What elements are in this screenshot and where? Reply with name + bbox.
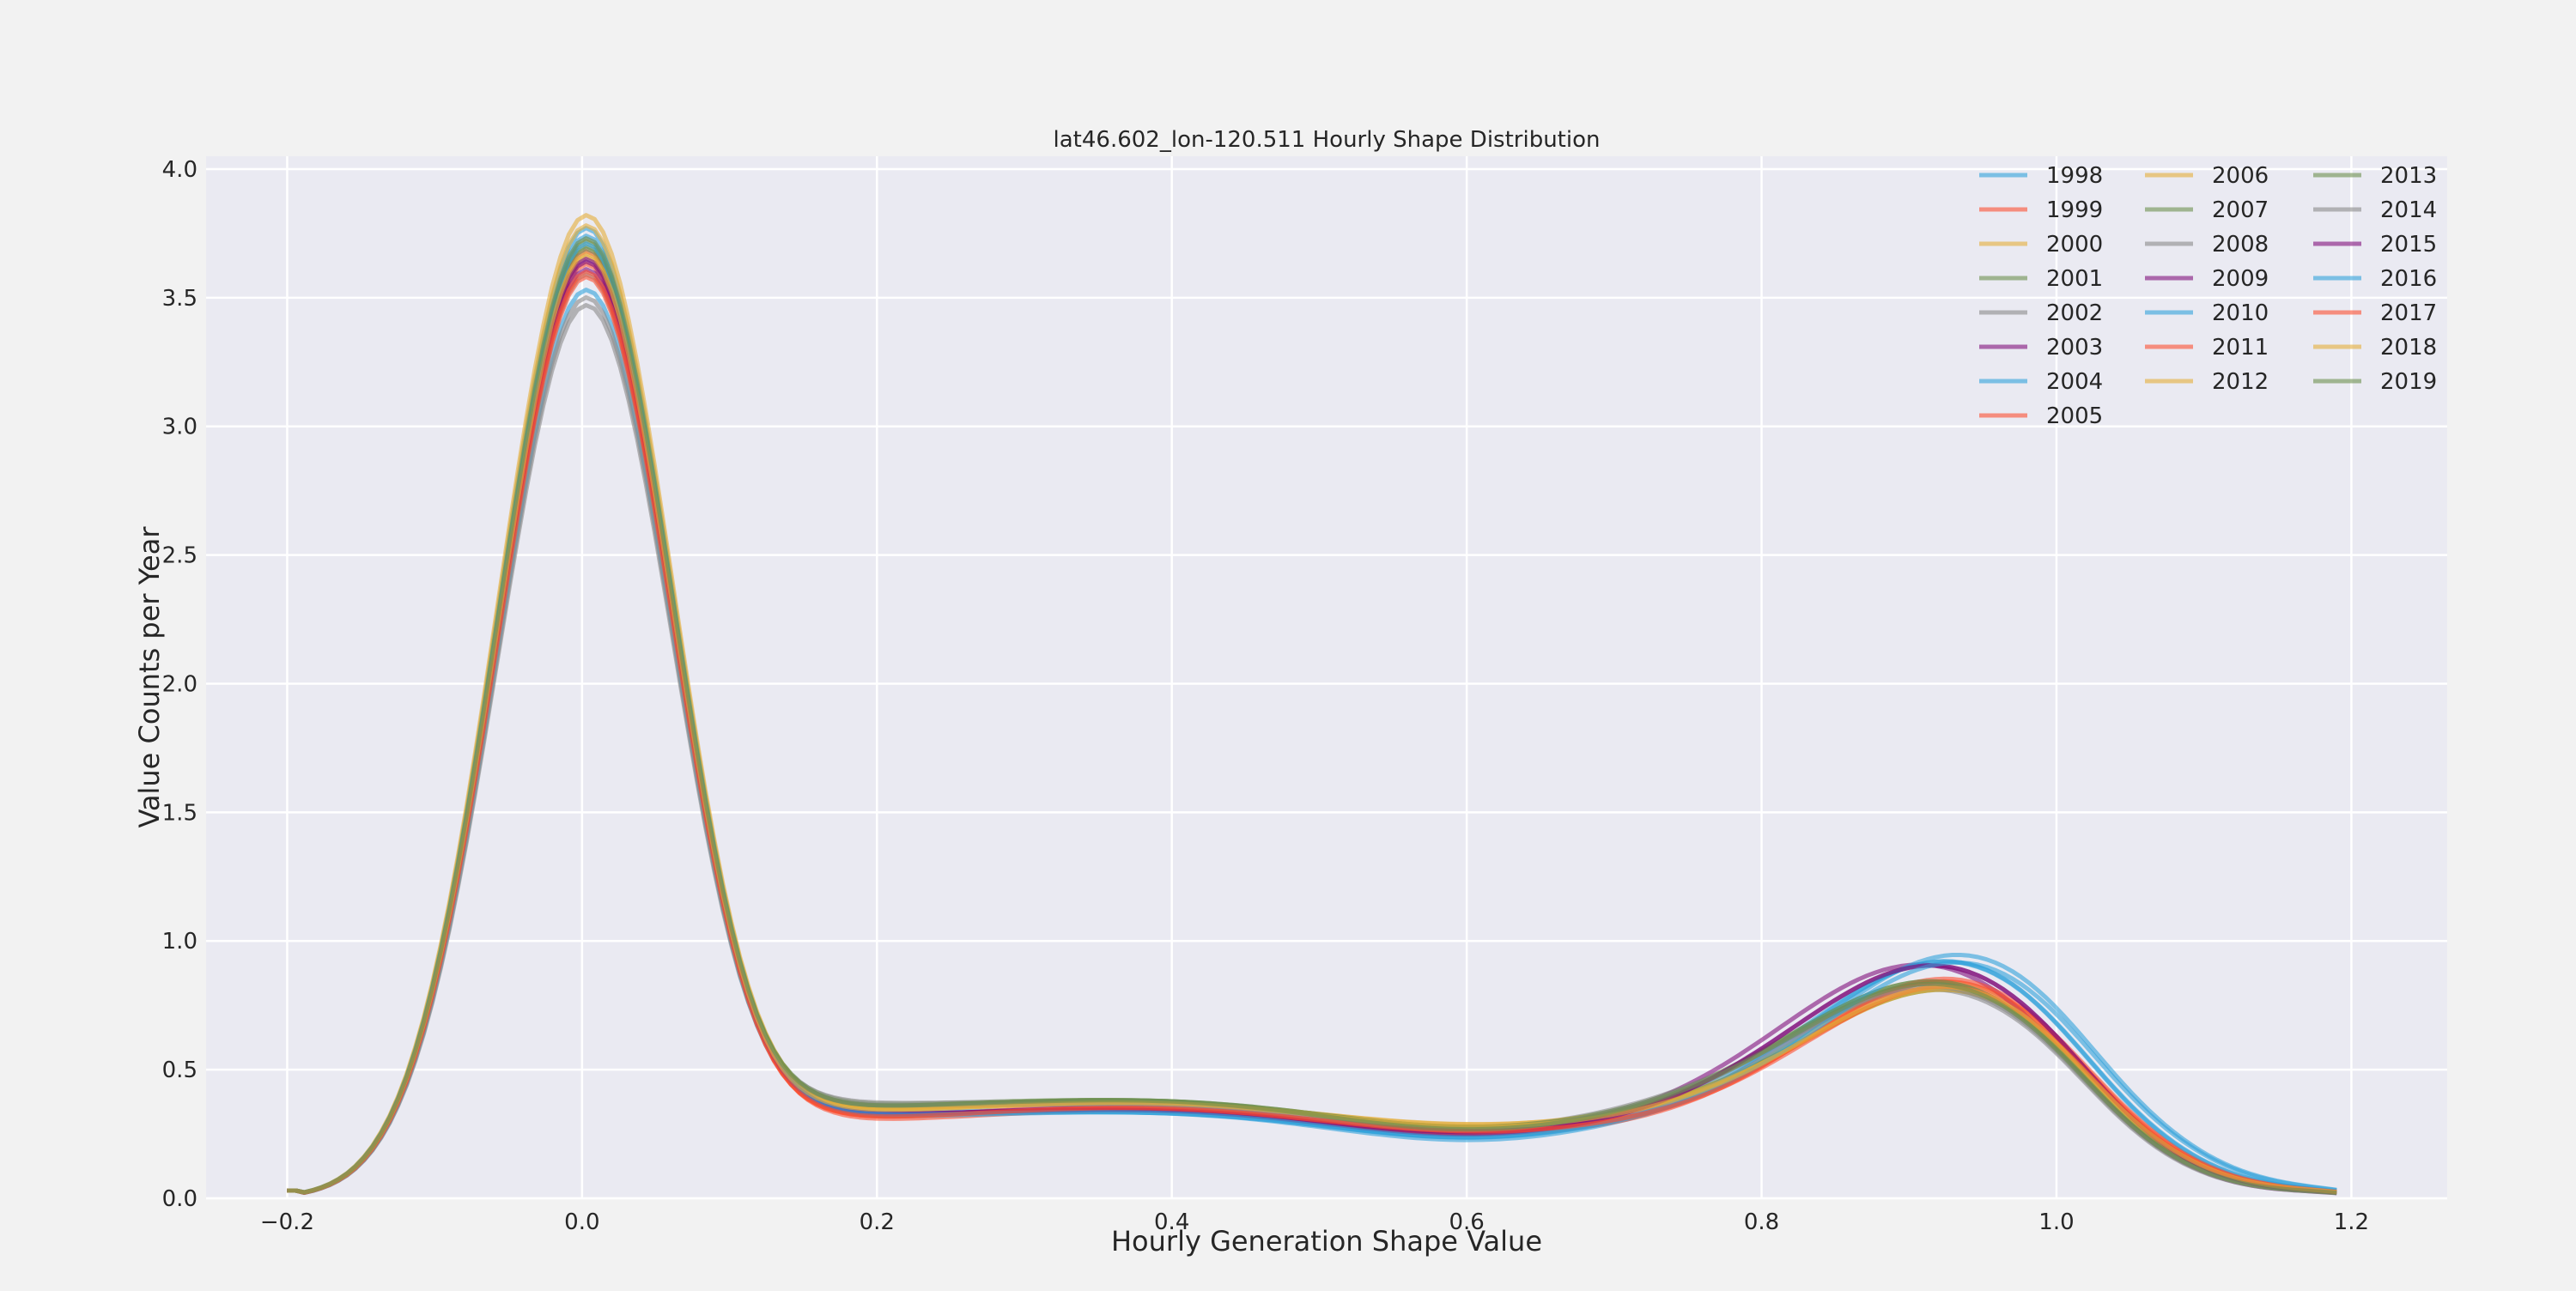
y-tick-labels: 0.0 0.5 1.0 1.5 2.0 2.5 3.0 3.5 4.0 — [162, 157, 197, 1212]
legend-label-2012: 2012 — [2212, 369, 2269, 395]
legend-label-2008: 2008 — [2212, 232, 2269, 258]
y-tick-label: 2.5 — [162, 543, 197, 569]
y-tick-label: 2.0 — [162, 671, 197, 697]
legend-label-1999: 1999 — [2046, 197, 2103, 223]
legend-label-2010: 2010 — [2212, 300, 2269, 326]
y-tick-label: 4.0 — [162, 157, 197, 183]
x-tick-label: 1.0 — [2038, 1209, 2074, 1235]
x-axis-label: Hourly Generation Shape Value — [1111, 1225, 1542, 1258]
y-tick-label: 3.0 — [162, 415, 197, 440]
x-tick-label: −0.2 — [260, 1209, 314, 1235]
legend-label-2006: 2006 — [2212, 163, 2269, 189]
x-tick-label: 0.6 — [1449, 1209, 1484, 1235]
y-axis-label: Value Counts per Year — [133, 526, 166, 828]
y-tick-label: 0.5 — [162, 1058, 197, 1083]
legend-label-2001: 2001 — [2046, 266, 2103, 292]
legend-label-2014: 2014 — [2380, 197, 2437, 223]
legend-label-2000: 2000 — [2046, 232, 2103, 258]
legend-label-2013: 2013 — [2380, 163, 2437, 189]
legend-label-2003: 2003 — [2046, 335, 2103, 361]
y-tick-label: 3.5 — [162, 286, 197, 312]
y-tick-label: 1.5 — [162, 800, 197, 826]
y-tick-label: 1.0 — [162, 929, 197, 955]
x-tick-label: 0.0 — [564, 1209, 599, 1235]
legend-label-2004: 2004 — [2046, 369, 2103, 395]
legend-label-2009: 2009 — [2212, 266, 2269, 292]
chart-title: lat46.602_lon-120.511 Hourly Shape Distr… — [1054, 127, 1601, 153]
plot-area — [206, 156, 2447, 1198]
x-tick-label: 1.2 — [2334, 1209, 2369, 1235]
x-tick-label: 0.2 — [860, 1209, 895, 1235]
x-tick-label: 0.4 — [1154, 1209, 1189, 1235]
legend-label-2016: 2016 — [2380, 266, 2437, 292]
legend-label-2015: 2015 — [2380, 232, 2437, 258]
x-tick-labels: −0.2 0.0 0.2 0.4 0.6 0.8 1.0 1.2 — [260, 1209, 2369, 1235]
x-tick-label: 0.8 — [1744, 1209, 1779, 1235]
legend-label-2011: 2011 — [2212, 335, 2269, 361]
series-line-2019 — [287, 236, 2337, 1196]
legend-label-2007: 2007 — [2212, 197, 2269, 223]
legend-label-2018: 2018 — [2380, 335, 2437, 361]
legend-label-2005: 2005 — [2046, 403, 2103, 429]
legend-label-2017: 2017 — [2380, 300, 2437, 326]
y-tick-label: 0.0 — [162, 1186, 197, 1212]
series-lines — [287, 213, 2337, 1196]
legend: 1998 1999 2000 2001 2002 2003 2004 2005 2006 2007… — [1979, 163, 2437, 429]
legend-label-1998: 1998 — [2046, 163, 2103, 189]
legend-label-2019: 2019 — [2380, 369, 2437, 395]
legend-label-2002: 2002 — [2046, 300, 2103, 326]
